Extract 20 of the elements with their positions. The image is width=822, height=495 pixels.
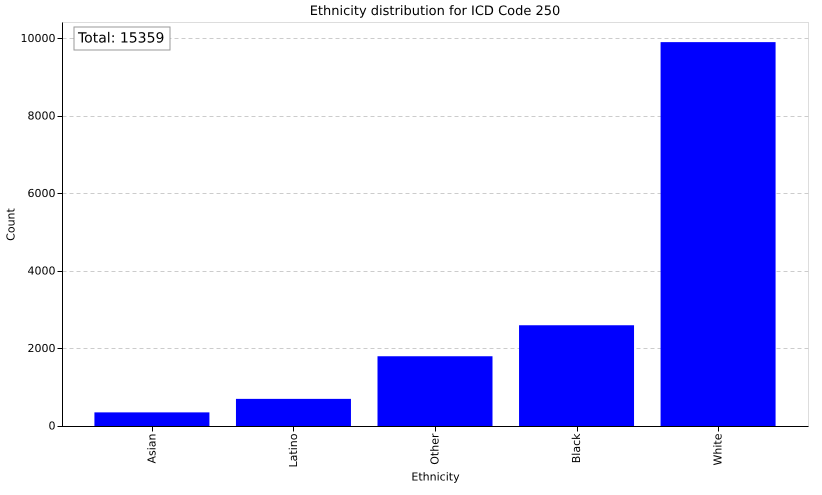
y-tick-label: 6000 — [28, 186, 56, 200]
y-axis-title: Count — [4, 207, 18, 241]
bar — [660, 42, 776, 426]
y-tick-label: 2000 — [28, 342, 56, 355]
x-tick-label: Black — [570, 432, 584, 464]
chart-title: Ethnicity distribution for ICD Code 250 — [310, 4, 560, 19]
x-tick-label: Asian — [145, 433, 158, 464]
bar — [94, 412, 210, 426]
y-tick-label: 4000 — [28, 264, 56, 278]
bar — [378, 356, 492, 426]
y-tick-label: 8000 — [28, 109, 56, 122]
bar — [519, 325, 634, 426]
annotation: Total: 15359 — [77, 30, 164, 46]
x-tick-label: White — [712, 433, 725, 466]
x-tick-label: Other — [428, 433, 442, 465]
x-tick-label: Latino — [286, 433, 300, 468]
x-axis-title: Ethnicity — [411, 470, 460, 484]
bar — [236, 398, 351, 426]
y-tick-label: 10000 — [20, 32, 56, 45]
y-tick-label: 0 — [48, 420, 56, 432]
